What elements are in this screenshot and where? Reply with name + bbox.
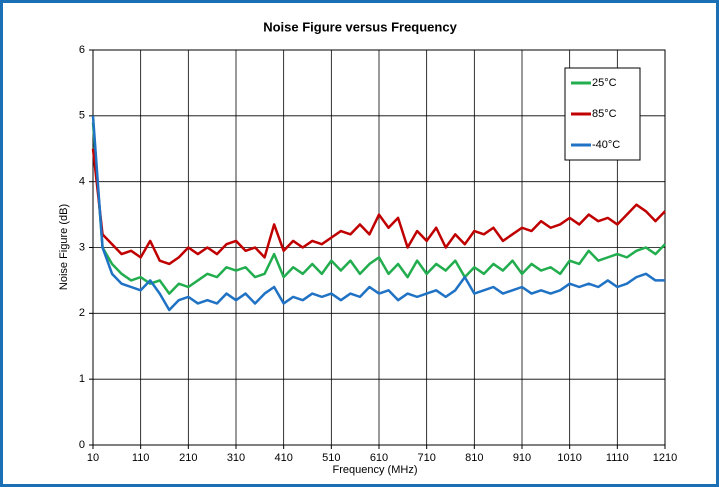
y-axis-label: Noise Figure (dB) — [58, 204, 70, 290]
x-tick-label: 910 — [513, 452, 531, 464]
series-line — [91, 115, 665, 312]
y-tick-label: 3 — [79, 241, 85, 253]
x-tick-label: 510 — [322, 452, 340, 464]
series-line — [91, 148, 666, 266]
x-tick-label: 310 — [227, 452, 245, 464]
x-tick-label: 1010 — [557, 452, 581, 464]
x-tick-label: 410 — [274, 452, 292, 464]
legend-label: 85°C — [592, 108, 617, 120]
chart-title: Noise Figure versus Frequency — [263, 19, 457, 34]
legend-label: -40°C — [592, 139, 620, 151]
y-tick-label: 2 — [79, 307, 85, 319]
x-tick-label: 210 — [179, 452, 197, 464]
legend-label: 25°C — [592, 77, 617, 89]
y-tick-label: 5 — [79, 110, 85, 122]
x-axis-label: Frequency (MHz) — [333, 464, 418, 476]
x-tick-label: 10 — [87, 452, 99, 464]
x-tick-label: 1110 — [606, 452, 629, 464]
x-tick-label: 110 — [132, 452, 150, 464]
y-tick-label: 6 — [79, 44, 85, 56]
series-line — [91, 122, 666, 295]
y-tick-label: 1 — [79, 373, 85, 385]
y-tick-label: 4 — [79, 176, 85, 188]
x-tick-label: 610 — [370, 452, 388, 464]
x-tick-label: 1210 — [653, 452, 677, 464]
y-tick-label: 0 — [79, 439, 85, 451]
x-tick-label: 810 — [465, 452, 483, 464]
x-tick-label: 710 — [417, 452, 435, 464]
